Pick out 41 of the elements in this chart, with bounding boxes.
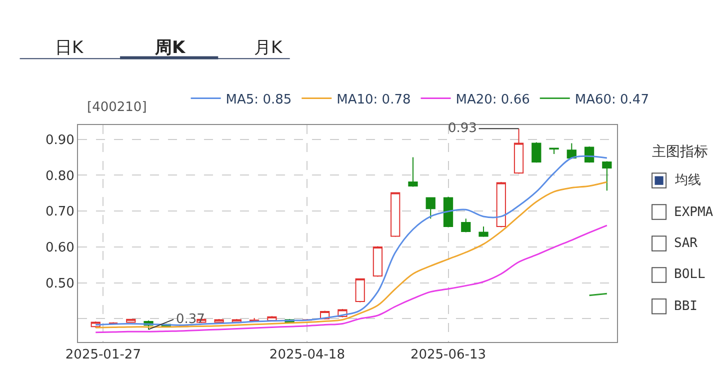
legend-label: MA10: 0.78	[336, 92, 411, 108]
candlestick	[126, 318, 136, 324]
candlestick	[108, 322, 118, 324]
candlestick	[602, 160, 612, 192]
legend-label: MA5: 0.85	[226, 92, 292, 108]
y-tick-label: 0.70	[45, 204, 74, 220]
text: 日K	[55, 38, 84, 58]
candlestick	[514, 128, 524, 174]
candlestick	[532, 142, 542, 164]
annotation: 0.93	[448, 121, 477, 136]
candlestick	[372, 246, 383, 278]
text: [400210]	[87, 100, 147, 115]
text: BBI	[674, 299, 698, 314]
candlestick	[426, 197, 436, 220]
annotation: 0.37	[176, 312, 205, 327]
text: 周K	[154, 38, 186, 58]
x-tick-label: 2025-06-13	[410, 348, 486, 363]
text: BOLL	[674, 267, 706, 282]
legend-label: MA60: 0.47	[574, 92, 649, 108]
line-series	[94, 181, 608, 328]
text: 主图指标	[652, 144, 708, 160]
line-series	[94, 224, 608, 334]
y-tick-label: 0.60	[45, 240, 74, 256]
candlestick	[408, 156, 418, 188]
y-tick-label: 0.90	[45, 132, 74, 148]
candlestick	[478, 226, 488, 238]
y-tick-label: 0.50	[45, 276, 74, 292]
legend-label: MA20: 0.66	[456, 92, 530, 108]
y-tick-label: 0.80	[45, 168, 74, 184]
candlestick	[443, 196, 454, 228]
candlestick	[461, 218, 471, 233]
text: 均线	[674, 173, 701, 188]
x-tick-label: 2025-04-18	[269, 348, 345, 363]
candlestick	[355, 278, 365, 303]
candlestick	[496, 182, 506, 228]
text: SAR	[674, 236, 698, 251]
text: 月K	[254, 38, 283, 58]
x-tick-label: 2025-01-27	[65, 348, 141, 363]
candlestick	[390, 192, 400, 238]
text: EXPMA	[674, 205, 714, 220]
line-series	[94, 155, 608, 326]
